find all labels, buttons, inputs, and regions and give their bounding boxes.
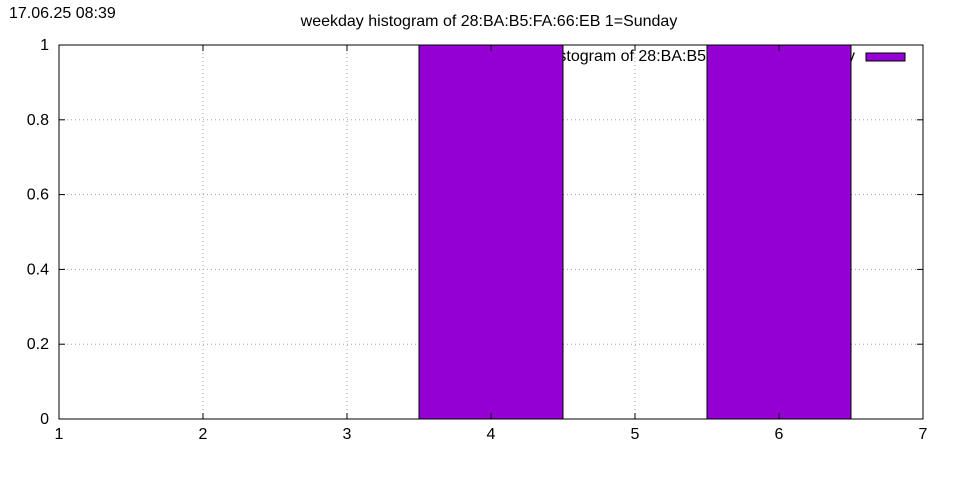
y-tick-label: 0.2 [27, 336, 49, 353]
histogram-bar [418, 44, 564, 420]
y-tick-label: 0.6 [27, 187, 49, 204]
y-tick-label: 1 [40, 37, 49, 54]
chart-title: weekday histogram of 28:BA:B5:FA:66:EB 1… [300, 13, 678, 30]
x-tick-label: 4 [487, 426, 496, 443]
histogram-bar [706, 44, 852, 420]
x-tick-label: 1 [55, 426, 64, 443]
x-tick-label: 7 [919, 426, 928, 443]
x-tick-label: 5 [631, 426, 640, 443]
y-tick-label: 0 [40, 411, 49, 428]
legend-swatch [865, 52, 906, 62]
y-tick-label: 0.4 [27, 261, 49, 278]
timestamp: 17.06.25 08:39 [9, 5, 116, 22]
bars [418, 44, 852, 420]
x-tick-label: 2 [199, 426, 208, 443]
tick-labels: 1 2 3 4 5 6 7 0 0.2 0.4 0.6 0.8 1 [27, 37, 928, 443]
y-tick-label: 0.8 [27, 112, 49, 129]
x-tick-label: 3 [343, 426, 352, 443]
x-tick-label: 6 [775, 426, 784, 443]
